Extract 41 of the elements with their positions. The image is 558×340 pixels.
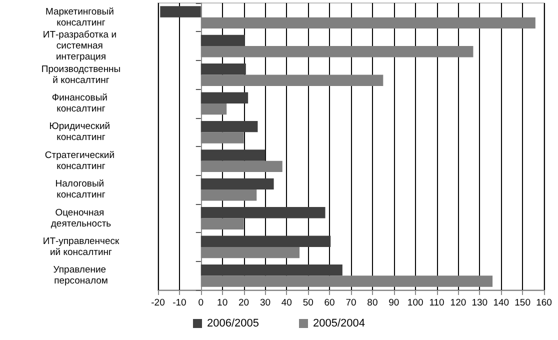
- bar: [200, 34, 245, 46]
- x-tick-label: 30: [260, 298, 271, 308]
- x-tick-label: 40: [281, 298, 292, 308]
- bar: [160, 6, 201, 18]
- x-tick-label: 60: [324, 298, 335, 308]
- x-tick-label: 0: [198, 298, 204, 308]
- y-tick-label: Оценочная деятельность: [50, 207, 112, 230]
- bar: [200, 264, 342, 276]
- x-tick-label: -20: [151, 298, 165, 308]
- bar: [200, 178, 274, 190]
- y-tick-label: Налоговый консалтинг: [55, 178, 107, 201]
- x-tick-label: 100: [407, 298, 424, 308]
- bar: [200, 64, 246, 75]
- x-tick-label: 120: [450, 298, 466, 308]
- y-tick-label: ИТ-управленческий консалтинг: [42, 236, 120, 258]
- y-tick-label: Производственный консалтинг: [41, 64, 121, 86]
- y-tick-label: Управление персоналом: [53, 264, 109, 287]
- bar: [200, 207, 326, 218]
- x-tick-label: -10: [172, 298, 186, 308]
- bar: [200, 150, 266, 161]
- x-tick-label: 160: [536, 298, 552, 308]
- bar: [200, 92, 248, 104]
- bar: [200, 120, 258, 132]
- bar: [200, 236, 331, 247]
- x-tick-label: 20: [238, 298, 250, 308]
- legend-label: 2005/2004: [313, 318, 365, 330]
- y-tick-label: ИТ-разработка и системная интеграция: [42, 30, 120, 63]
- x-tick-label: 110: [429, 298, 444, 308]
- x-tick-label: 130: [472, 298, 488, 308]
- legend-label: 2006/2005: [207, 318, 259, 330]
- x-tick-label: 10: [217, 298, 228, 308]
- y-tick-label: Юридический консалтинг: [49, 121, 113, 144]
- x-tick-label: 140: [493, 298, 510, 308]
- x-tick-label: 70: [346, 298, 356, 308]
- y-tick-label: Стратегический консалтинг: [44, 150, 118, 172]
- x-tick-label: 150: [514, 298, 530, 308]
- x-tick-label: 50: [302, 298, 314, 308]
- y-tick-label: Финансовый консалтинг: [52, 92, 110, 114]
- y-tick-label: Маркетинговый консалтинг: [45, 6, 117, 28]
- x-tick-label: 80: [367, 298, 378, 308]
- x-tick-label: 90: [388, 298, 400, 308]
